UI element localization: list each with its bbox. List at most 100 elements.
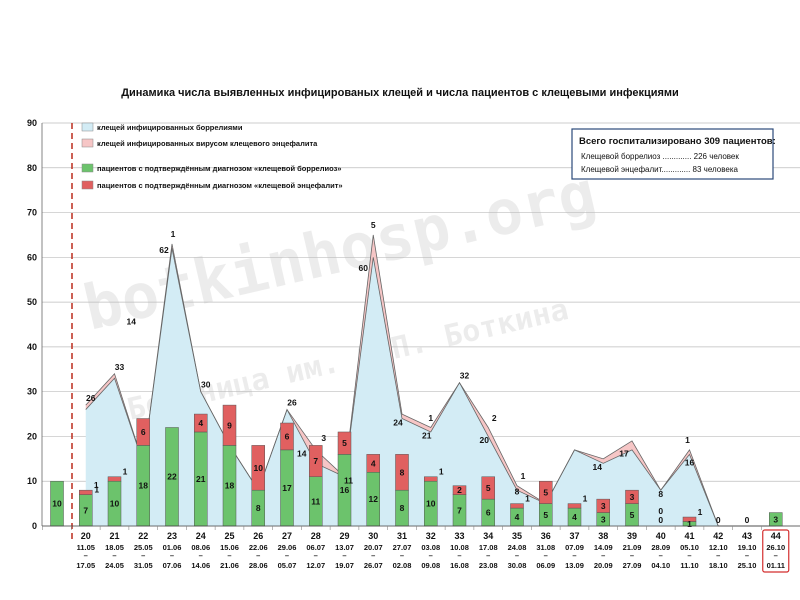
area-borrelia-label: 60 (359, 263, 369, 273)
x-date-from-label: 03.08 (421, 543, 440, 552)
x-date-from-label: 22.06 (249, 543, 268, 552)
x-date-dash: – (342, 551, 346, 560)
x-date-dash: – (199, 551, 203, 560)
x-date-dash: – (112, 551, 116, 560)
area-encephalitis-label: 1 (171, 229, 176, 239)
x-date-from-label: 24.08 (508, 543, 527, 552)
x-date-to-label: 30.08 (508, 561, 527, 570)
area-borrelia-label: 30 (201, 380, 211, 390)
x-week-label: 30 (368, 531, 378, 541)
bar-encephalitis (395, 454, 409, 491)
y-tick-label: 60 (27, 252, 37, 262)
x-date-from-label: 31.08 (536, 543, 555, 552)
bar-borreliosis-label: 18 (225, 481, 235, 491)
bar-encephalitis-label: 1 (525, 494, 530, 504)
y-tick-label: 30 (27, 387, 37, 397)
x-date-to-label: 23.08 (479, 561, 498, 570)
info-box: Всего госпитализировано 309 пациентов: Кл… (571, 128, 776, 180)
bar-encephalitis (682, 516, 697, 522)
legend-swatch (81, 138, 94, 148)
bar-borreliosis-label: 22 (167, 472, 177, 482)
bar-encephalitis (136, 418, 150, 446)
x-date-to-label: 24.05 (105, 561, 124, 570)
x-date-from-label: 07.09 (565, 543, 584, 552)
x-date-dash: – (227, 551, 231, 560)
bar-encephalitis-label: 0 (658, 506, 663, 516)
bar-encephalitis (596, 498, 610, 513)
x-date-dash: – (457, 551, 461, 560)
info-box-encephalitis: Клещевой энцефалит............. 83 челов… (581, 165, 738, 174)
bar-encephalitis-label: 6 (285, 431, 290, 441)
area-borrelia-label: 11 (344, 475, 353, 485)
x-date-dash: – (630, 551, 634, 560)
x-week-label: 33 (454, 531, 464, 541)
bar-borreliosis-label: 11 (311, 496, 320, 506)
bar-borreliosis-label: 0 (716, 515, 721, 525)
x-date-to-label: 25.10 (738, 561, 757, 570)
area-borrelia-label: 8 (515, 487, 520, 497)
y-tick-label: 70 (27, 208, 37, 218)
bar-encephalitis (222, 404, 237, 446)
info-box-frame (571, 128, 774, 180)
bar-encephalitis (79, 489, 93, 495)
x-date-to-label: 18.10 (709, 561, 728, 570)
area-borrelia-label: 14 (593, 462, 603, 472)
x-date-dash: – (314, 551, 318, 560)
bar-encephalitis (107, 476, 122, 482)
bar-borreliosis-label: 4 (572, 512, 577, 522)
y-tick-label: 80 (27, 163, 37, 173)
legend-swatch (81, 122, 94, 132)
bar-encephalitis (424, 476, 438, 482)
x-date-to-label: 12.07 (306, 561, 325, 570)
x-date-from-label: 06.07 (306, 543, 325, 552)
x-date-dash: – (716, 551, 720, 560)
y-tick-label: 10 (27, 476, 37, 486)
bar-encephalitis (625, 489, 639, 504)
bar-borreliosis-label: 3 (601, 514, 606, 524)
bar-encephalitis-label: 7 (313, 456, 318, 466)
x-week-label: 34 (483, 531, 493, 541)
x-date-from-label: 20.07 (364, 543, 383, 552)
bar-borreliosis-label: 7 (83, 505, 88, 515)
y-tick-label: 50 (27, 297, 37, 307)
bar-encephalitis-label: 5 (486, 483, 491, 493)
bar-encephalitis-label: 4 (198, 418, 203, 428)
x-date-from-label: 17.08 (479, 543, 498, 552)
x-date-to-label: 21.06 (220, 561, 239, 570)
x-date-from-label: 27.07 (393, 543, 412, 552)
bar-borreliosis-label: 0 (658, 515, 663, 525)
bar-encephalitis-label: 2 (457, 485, 462, 495)
bar-borreliosis-label: 8 (256, 503, 261, 513)
legend-label: пациентов с подтверждённым диагнозом «кл… (97, 164, 341, 173)
x-date-to-label: 27.09 (623, 561, 642, 570)
x-date-from-label: 13.07 (335, 543, 354, 552)
x-week-label: 29 (339, 531, 349, 541)
x-week-label: 40 (656, 531, 666, 541)
x-week-label: 37 (569, 531, 579, 541)
bar-borreliosis-label: 8 (400, 503, 405, 513)
legend-label: клещей инфицированных боррелиями (97, 123, 243, 132)
bar-encephalitis-label: 6 (141, 427, 146, 437)
bar-encephalitis (309, 445, 323, 477)
bar-encephalitis-label: 3 (601, 501, 606, 511)
x-date-to-label: 05.07 (278, 561, 297, 570)
x-date-dash: – (515, 551, 519, 560)
x-week-label: 25 (224, 531, 234, 541)
area-borrelia-label: 16 (685, 458, 695, 468)
x-date-dash: – (400, 551, 404, 560)
x-date-dash: – (84, 551, 88, 560)
x-date-from-label: 05.10 (680, 543, 699, 552)
x-week-label: 24 (196, 531, 206, 541)
x-date-from-label: 28.09 (651, 543, 670, 552)
bar-series (50, 404, 783, 527)
bar-encephalitis (337, 431, 352, 455)
x-week-label: 42 (713, 531, 723, 541)
bar-borreliosis-label: 10 (426, 499, 436, 509)
bar-borreliosis-label: 12 (369, 494, 379, 504)
x-week-label: 44 (771, 531, 781, 541)
bar-borreliosis-label: 4 (515, 512, 520, 522)
bar-encephalitis (452, 485, 467, 495)
bar-encephalitis (366, 454, 380, 473)
area-borrelia-label: 62 (159, 245, 169, 255)
x-date-dash: – (141, 551, 145, 560)
